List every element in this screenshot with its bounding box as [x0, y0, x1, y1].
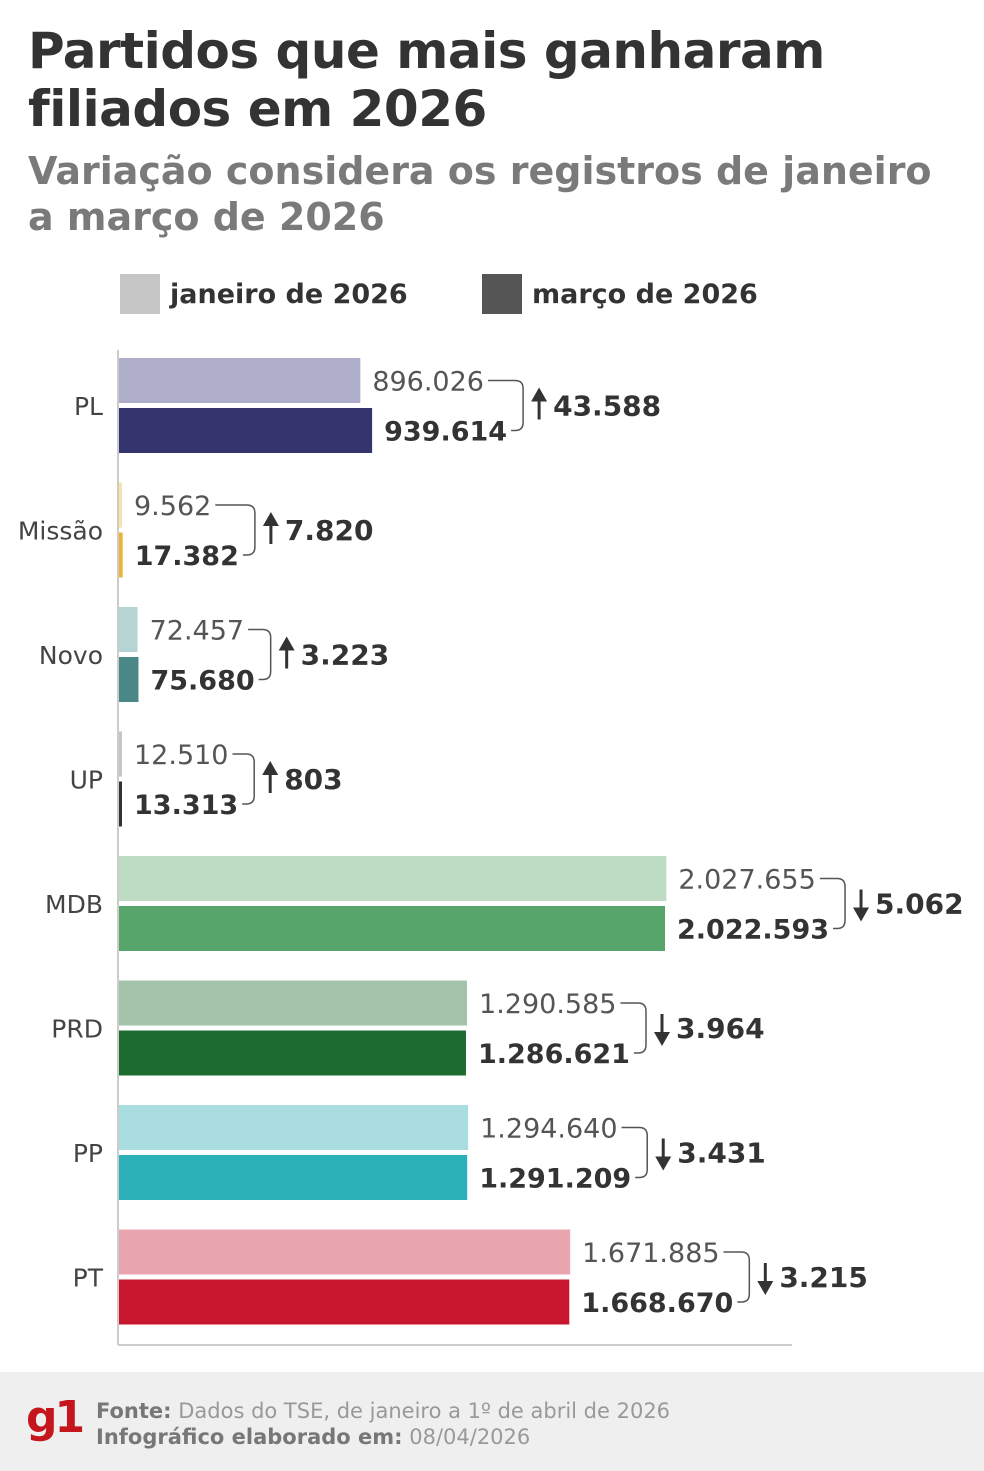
variation-label: 43.588	[553, 390, 661, 423]
variation-label: 3.223	[301, 639, 390, 672]
value-label-january: 1.671.885	[582, 1238, 719, 1269]
value-label-march: 75.680	[150, 666, 254, 697]
arrow-up-head	[262, 512, 279, 526]
category-label: PRD	[51, 1015, 103, 1044]
value-label-january: 2.027.655	[678, 865, 815, 896]
bracket-line	[232, 753, 255, 805]
source-label: Fonte:	[96, 1399, 172, 1423]
variation-label: 5.062	[875, 888, 964, 921]
value-label-january: 1.294.640	[480, 1114, 617, 1145]
category-label: Missão	[18, 517, 103, 546]
bar-january	[118, 482, 122, 528]
arrow-up-head	[531, 387, 548, 402]
bar-march	[118, 1030, 466, 1076]
legend-label-march: março de 2026	[532, 278, 758, 310]
legend-label-january: janeiro de 2026	[170, 278, 408, 310]
bar-january	[118, 358, 361, 403]
variation-label: 803	[284, 763, 342, 796]
arrow-down-head	[853, 907, 870, 922]
bracket-line	[819, 877, 846, 930]
category-label: PP	[73, 1139, 103, 1168]
chart-subtitle: Variação considera os registros de janei…	[28, 149, 932, 239]
category-label: Novo	[39, 641, 103, 670]
category-label: PT	[73, 1264, 104, 1293]
value-label-march: 1.668.670	[581, 1288, 733, 1319]
source-note: Fonte: Dados do TSE, de janeiro a 1º de …	[96, 1398, 670, 1450]
bracket-line	[621, 1126, 648, 1179]
value-label-march: 939.614	[384, 417, 507, 448]
bracket-line	[723, 1251, 751, 1303]
value-label-january: 12.510	[134, 740, 228, 771]
source-text: Dados do TSE, de janeiro a 1º de abril d…	[178, 1399, 671, 1423]
bar-march	[118, 781, 122, 827]
variation-label: 7.820	[285, 514, 374, 547]
bracket-line	[620, 1002, 647, 1054]
bar-january	[118, 1229, 571, 1275]
arrow-down-head	[757, 1281, 774, 1295]
variation-label: 3.964	[676, 1012, 765, 1045]
value-label-january: 72.457	[150, 616, 244, 647]
chart-title: Partidos que mais ganharam filiados em 2…	[28, 22, 825, 138]
arrow-down-head	[653, 1032, 670, 1046]
legend-swatch-january	[120, 274, 160, 314]
bar-january	[118, 731, 122, 777]
category-label: UP	[70, 766, 103, 795]
value-label-january: 896.026	[372, 367, 484, 398]
bar-march	[118, 1279, 570, 1325]
bar-march	[118, 906, 665, 951]
footer: g1 Fonte: Dados do TSE, de janeiro a 1º …	[0, 1372, 984, 1471]
arrow-down-head	[655, 1156, 672, 1171]
bracket-line	[248, 628, 272, 681]
value-label-january: 1.290.585	[479, 989, 616, 1020]
bracket-line	[487, 379, 524, 432]
legend-swatch-march	[482, 274, 522, 314]
bracket-line	[215, 504, 256, 556]
bar-january	[118, 607, 138, 652]
category-label: MDB	[45, 890, 103, 919]
value-label-january: 9.562	[134, 491, 211, 522]
arrow-up-head	[278, 636, 295, 651]
bar-january	[118, 1105, 469, 1150]
variation-label: 3.215	[779, 1261, 868, 1294]
arrow-up-head	[262, 761, 279, 775]
bar-march	[118, 532, 123, 578]
bar-january	[118, 980, 468, 1026]
legend-item-january: janeiro de 2026	[120, 274, 408, 314]
value-label-march: 13.313	[134, 790, 238, 821]
bar-january	[118, 856, 667, 901]
g1-logo: g1	[26, 1392, 85, 1443]
bar-march	[118, 408, 373, 453]
category-label: PL	[74, 392, 103, 421]
bar-march	[118, 1155, 468, 1200]
legend-item-march: março de 2026	[482, 274, 758, 314]
date-label: Infográfico elaborado em:	[96, 1425, 403, 1449]
date-text: 08/04/2026	[409, 1425, 531, 1449]
value-label-march: 1.291.209	[479, 1164, 631, 1195]
value-label-march: 1.286.621	[478, 1039, 630, 1070]
bar-chart: PL 896.026 939.614 43.588 Missão 9.562 17.382 7…	[18, 350, 964, 1346]
value-label-march: 2.022.593	[677, 915, 829, 946]
variation-label: 3.431	[677, 1137, 766, 1170]
value-label-march: 17.382	[135, 541, 239, 572]
bar-march	[118, 657, 139, 702]
